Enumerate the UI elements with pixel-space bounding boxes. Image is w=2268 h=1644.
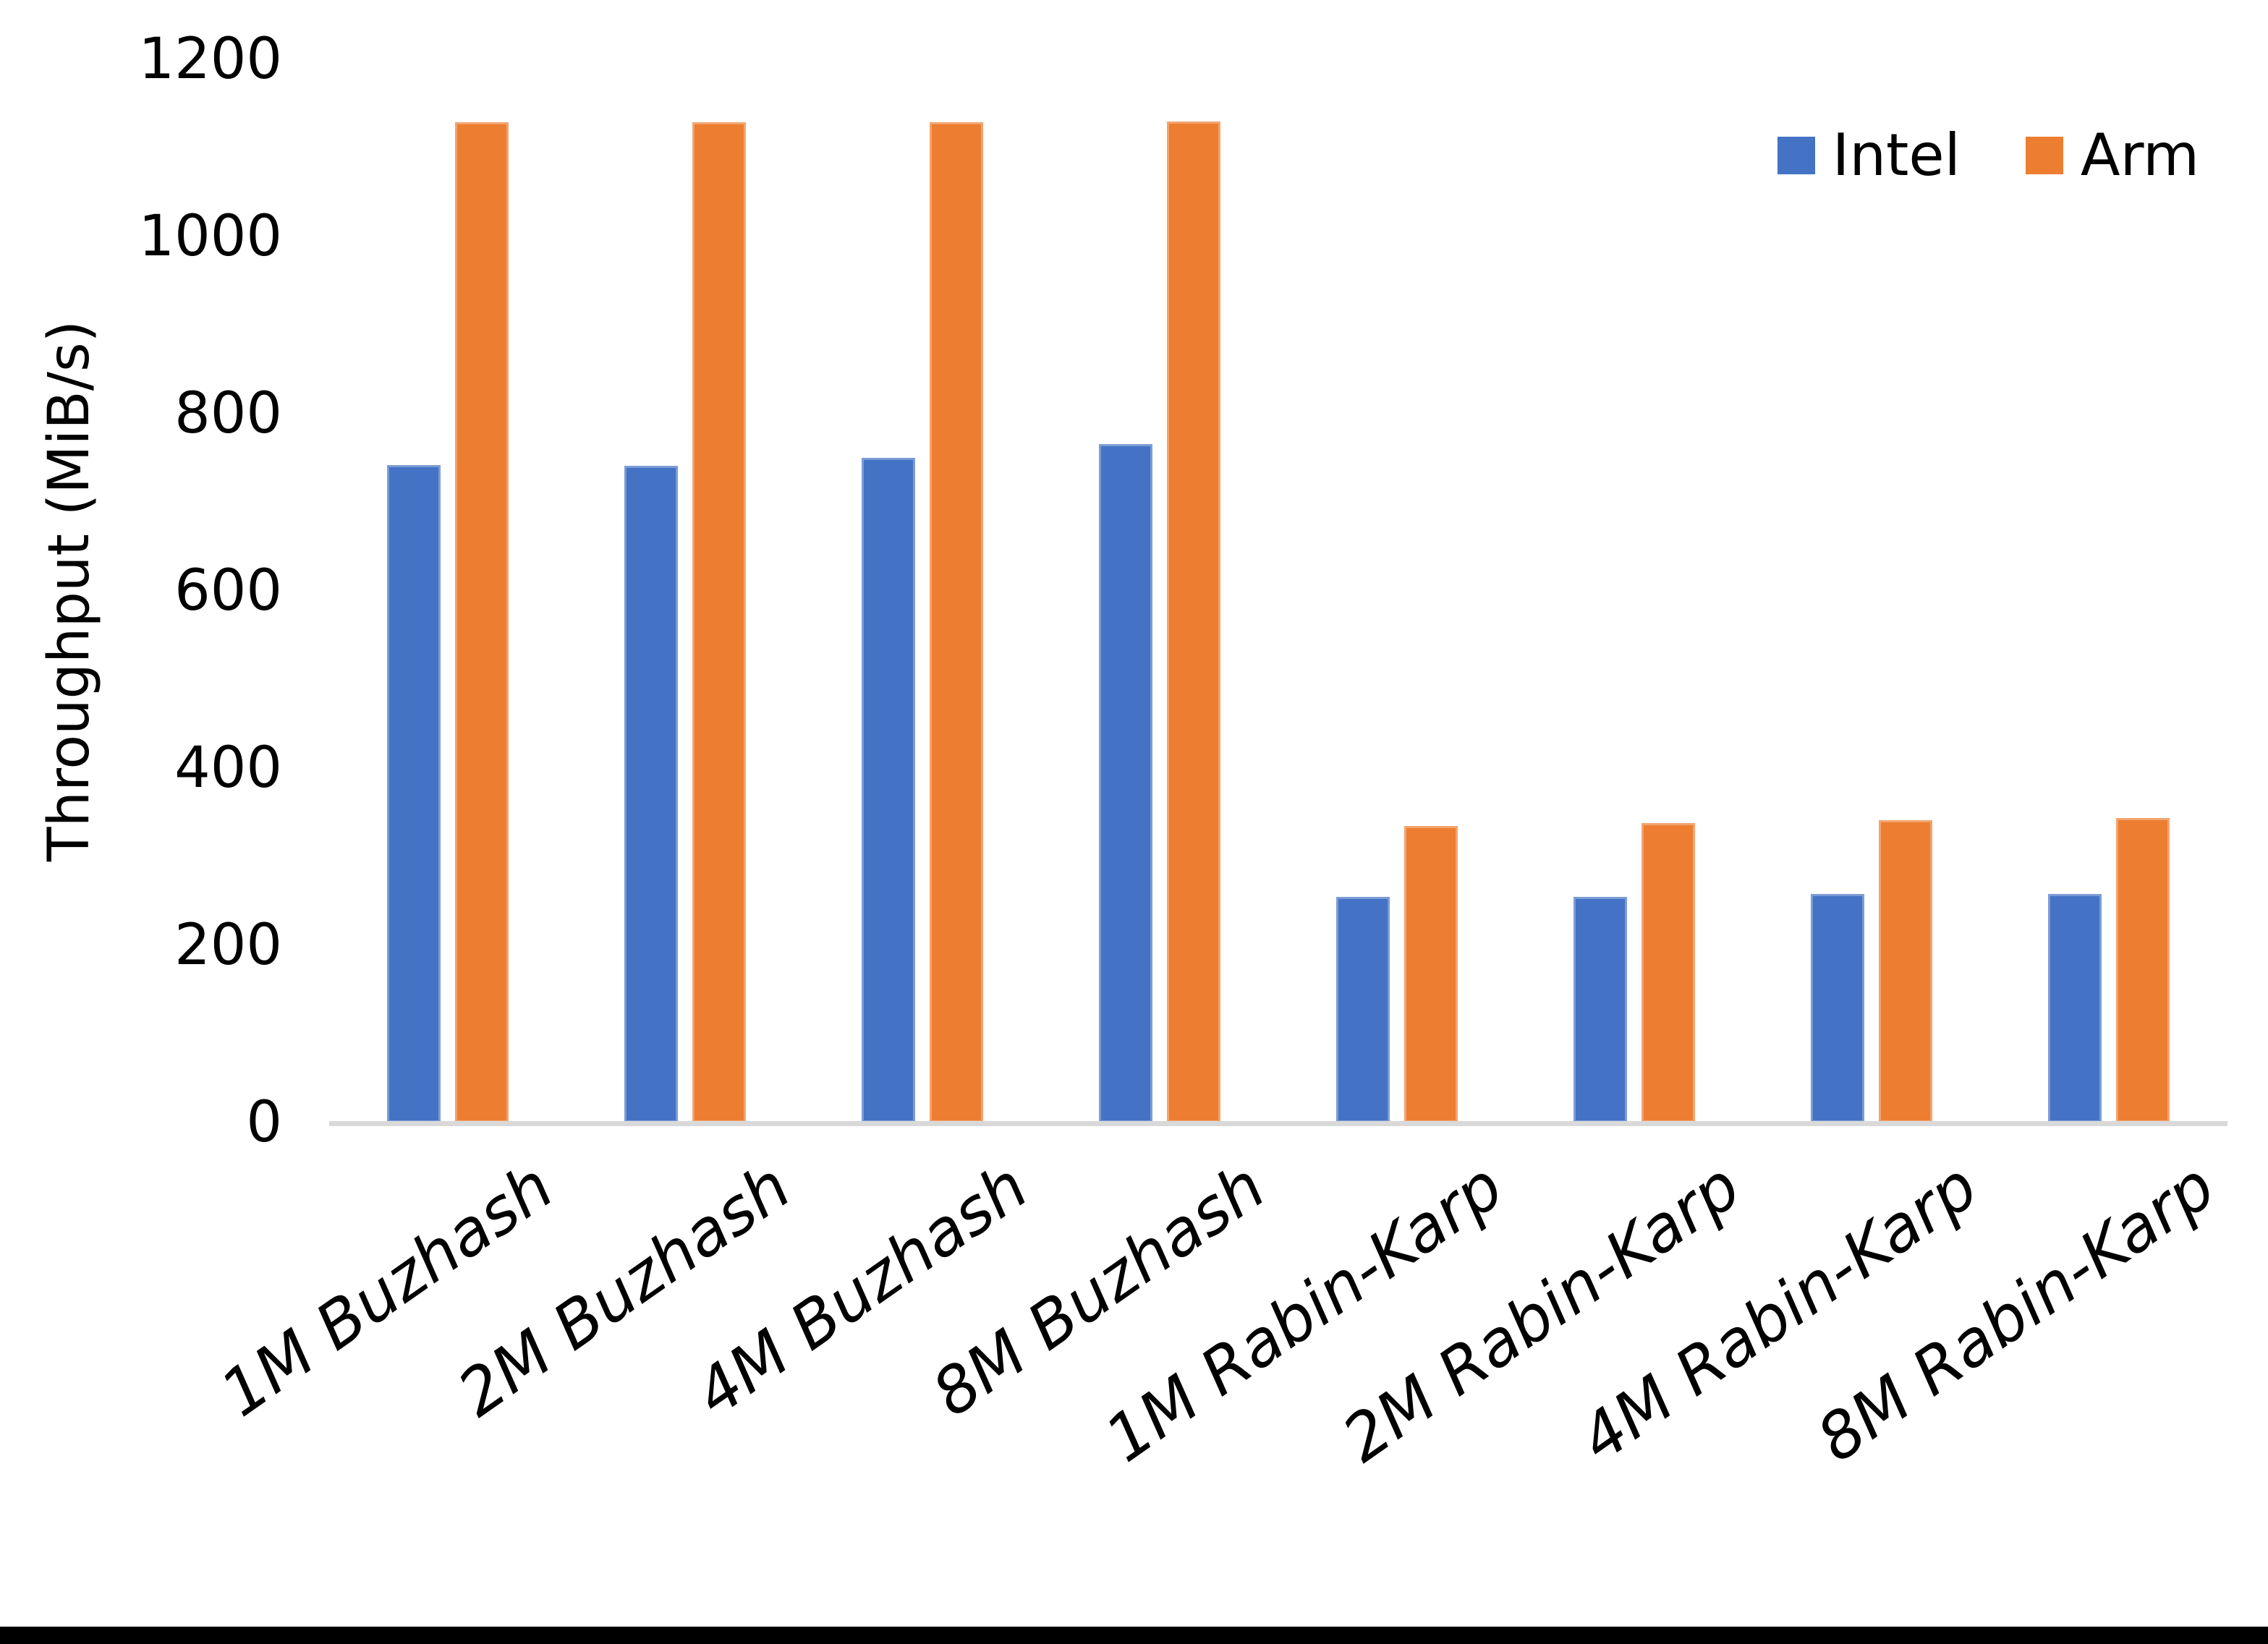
bar-intel-2m-rabin-karp — [1573, 897, 1627, 1123]
bar-group-8m-buzhash — [1041, 59, 1278, 1123]
bar-group-1m-rabin-karp — [1278, 59, 1516, 1123]
bar-arm-2m-buzhash — [692, 122, 746, 1123]
bar-intel-1m-rabin-karp — [1336, 897, 1390, 1123]
y-tick-label-400: 400 — [174, 736, 282, 801]
y-tick-label-600: 600 — [174, 558, 282, 623]
slide-bottom-border — [0, 1627, 2268, 1644]
bar-arm-4m-buzhash — [930, 122, 983, 1123]
bar-intel-1m-buzhash — [387, 465, 441, 1123]
bar-arm-4m-rabin-karp — [1879, 820, 1932, 1123]
y-tick-label-200: 200 — [174, 913, 282, 978]
legend-item-intel: Intel — [1777, 122, 1961, 189]
x-axis-label-8m-rabin-karp: 8M Rabin-Karp — [1804, 1149, 2228, 1477]
bar-arm-1m-buzhash — [455, 122, 509, 1123]
bar-group-4m-buzhash — [804, 59, 1041, 1123]
bar-group-4m-rabin-karp — [1753, 59, 1990, 1123]
bar-arm-8m-buzhash — [1167, 122, 1220, 1123]
y-axis-title: Throughput (MiB/s) — [37, 320, 102, 862]
legend-swatch-intel — [1777, 137, 1815, 174]
y-tick-label-1000: 1000 — [138, 204, 282, 269]
legend-label-intel: Intel — [1832, 122, 1961, 189]
bar-arm-8m-rabin-karp — [2116, 818, 2170, 1123]
x-axis-label-2m-rabin-karp: 2M Rabin-Karp — [1329, 1149, 1754, 1477]
legend-label-arm: Arm — [2080, 122, 2199, 189]
bar-group-2m-buzhash — [566, 59, 804, 1123]
bar-group-1m-buzhash — [329, 59, 566, 1123]
bar-intel-2m-buzhash — [624, 466, 678, 1123]
y-tick-label-1200: 1200 — [138, 27, 282, 92]
bar-group-8m-rabin-karp — [1990, 59, 2227, 1123]
bar-intel-4m-rabin-karp — [1811, 894, 1864, 1123]
bar-arm-2m-rabin-karp — [1641, 823, 1695, 1123]
legend-item-arm: Arm — [2025, 122, 2199, 189]
legend: Intel Arm — [1777, 122, 2199, 189]
x-axis-line — [329, 1121, 2227, 1126]
y-tick-label-800: 800 — [174, 381, 282, 446]
bar-group-2m-rabin-karp — [1516, 59, 1753, 1123]
bar-intel-8m-buzhash — [1099, 444, 1152, 1123]
plot-area — [329, 59, 2227, 1123]
legend-swatch-arm — [2025, 137, 2063, 174]
x-axis-label-1m-rabin-karp: 1M Rabin-Karp — [1092, 1149, 1516, 1477]
bar-arm-1m-rabin-karp — [1404, 826, 1458, 1123]
x-axis-label-4m-rabin-karp: 4M Rabin-Karp — [1566, 1149, 1991, 1477]
y-tick-label-0: 0 — [246, 1090, 282, 1155]
bar-intel-8m-rabin-karp — [2048, 894, 2102, 1123]
bar-intel-4m-buzhash — [862, 458, 915, 1123]
